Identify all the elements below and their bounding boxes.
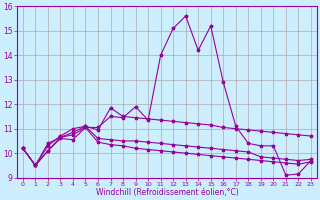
X-axis label: Windchill (Refroidissement éolien,°C): Windchill (Refroidissement éolien,°C) <box>96 188 238 197</box>
